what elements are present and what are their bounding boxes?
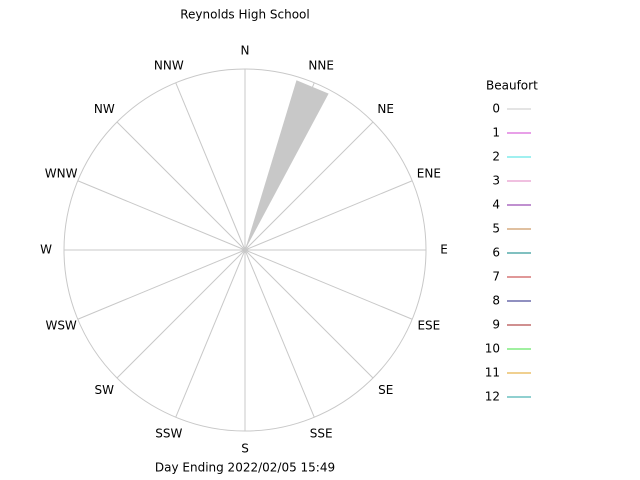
legend-label: 11	[485, 366, 500, 380]
spoke	[175, 249, 246, 418]
direction-label: SW	[95, 383, 115, 397]
chart-title: Reynolds High School	[180, 8, 309, 22]
wedge	[245, 80, 329, 250]
spoke	[116, 249, 246, 379]
spoke	[244, 249, 413, 320]
legend-label: 6	[492, 246, 500, 260]
direction-label: SE	[378, 383, 393, 397]
direction-label: ENE	[417, 166, 441, 180]
spoke	[244, 121, 374, 251]
spoke	[244, 249, 374, 379]
direction-label: E	[440, 243, 448, 257]
direction-label: SSE	[310, 426, 333, 440]
legend-label: 8	[492, 294, 500, 308]
legend-label: 9	[492, 318, 500, 332]
direction-label: N	[241, 44, 250, 58]
legend-label: 3	[492, 174, 500, 188]
spoke	[244, 82, 315, 251]
legend-label: 0	[492, 102, 500, 116]
direction-label: S	[241, 442, 249, 456]
caption: Day Ending 2022/02/05 15:49	[155, 461, 335, 475]
direction-label: ESE	[417, 319, 440, 333]
direction-label: SSW	[155, 426, 182, 440]
legend-title: Beaufort	[486, 79, 538, 93]
direction-label: WNW	[45, 166, 78, 180]
legend-label: 10	[485, 342, 500, 356]
spoke	[77, 249, 246, 320]
direction-label: NNE	[308, 59, 334, 73]
spoke	[244, 180, 413, 251]
spoke	[244, 249, 315, 418]
direction-label: NW	[94, 102, 115, 116]
legend-label: 7	[492, 270, 500, 284]
direction-label: NE	[377, 102, 394, 116]
spoke	[77, 180, 246, 251]
direction-label: NNW	[154, 59, 184, 73]
legend-label: 4	[492, 198, 500, 212]
spoke	[175, 82, 246, 251]
legend-label: 2	[492, 150, 500, 164]
legend-label: 12	[485, 390, 500, 404]
spoke	[116, 121, 246, 251]
direction-label: W	[40, 243, 52, 257]
direction-label: WSW	[45, 319, 76, 333]
legend-label: 5	[492, 222, 500, 236]
legend-label: 1	[492, 126, 500, 140]
